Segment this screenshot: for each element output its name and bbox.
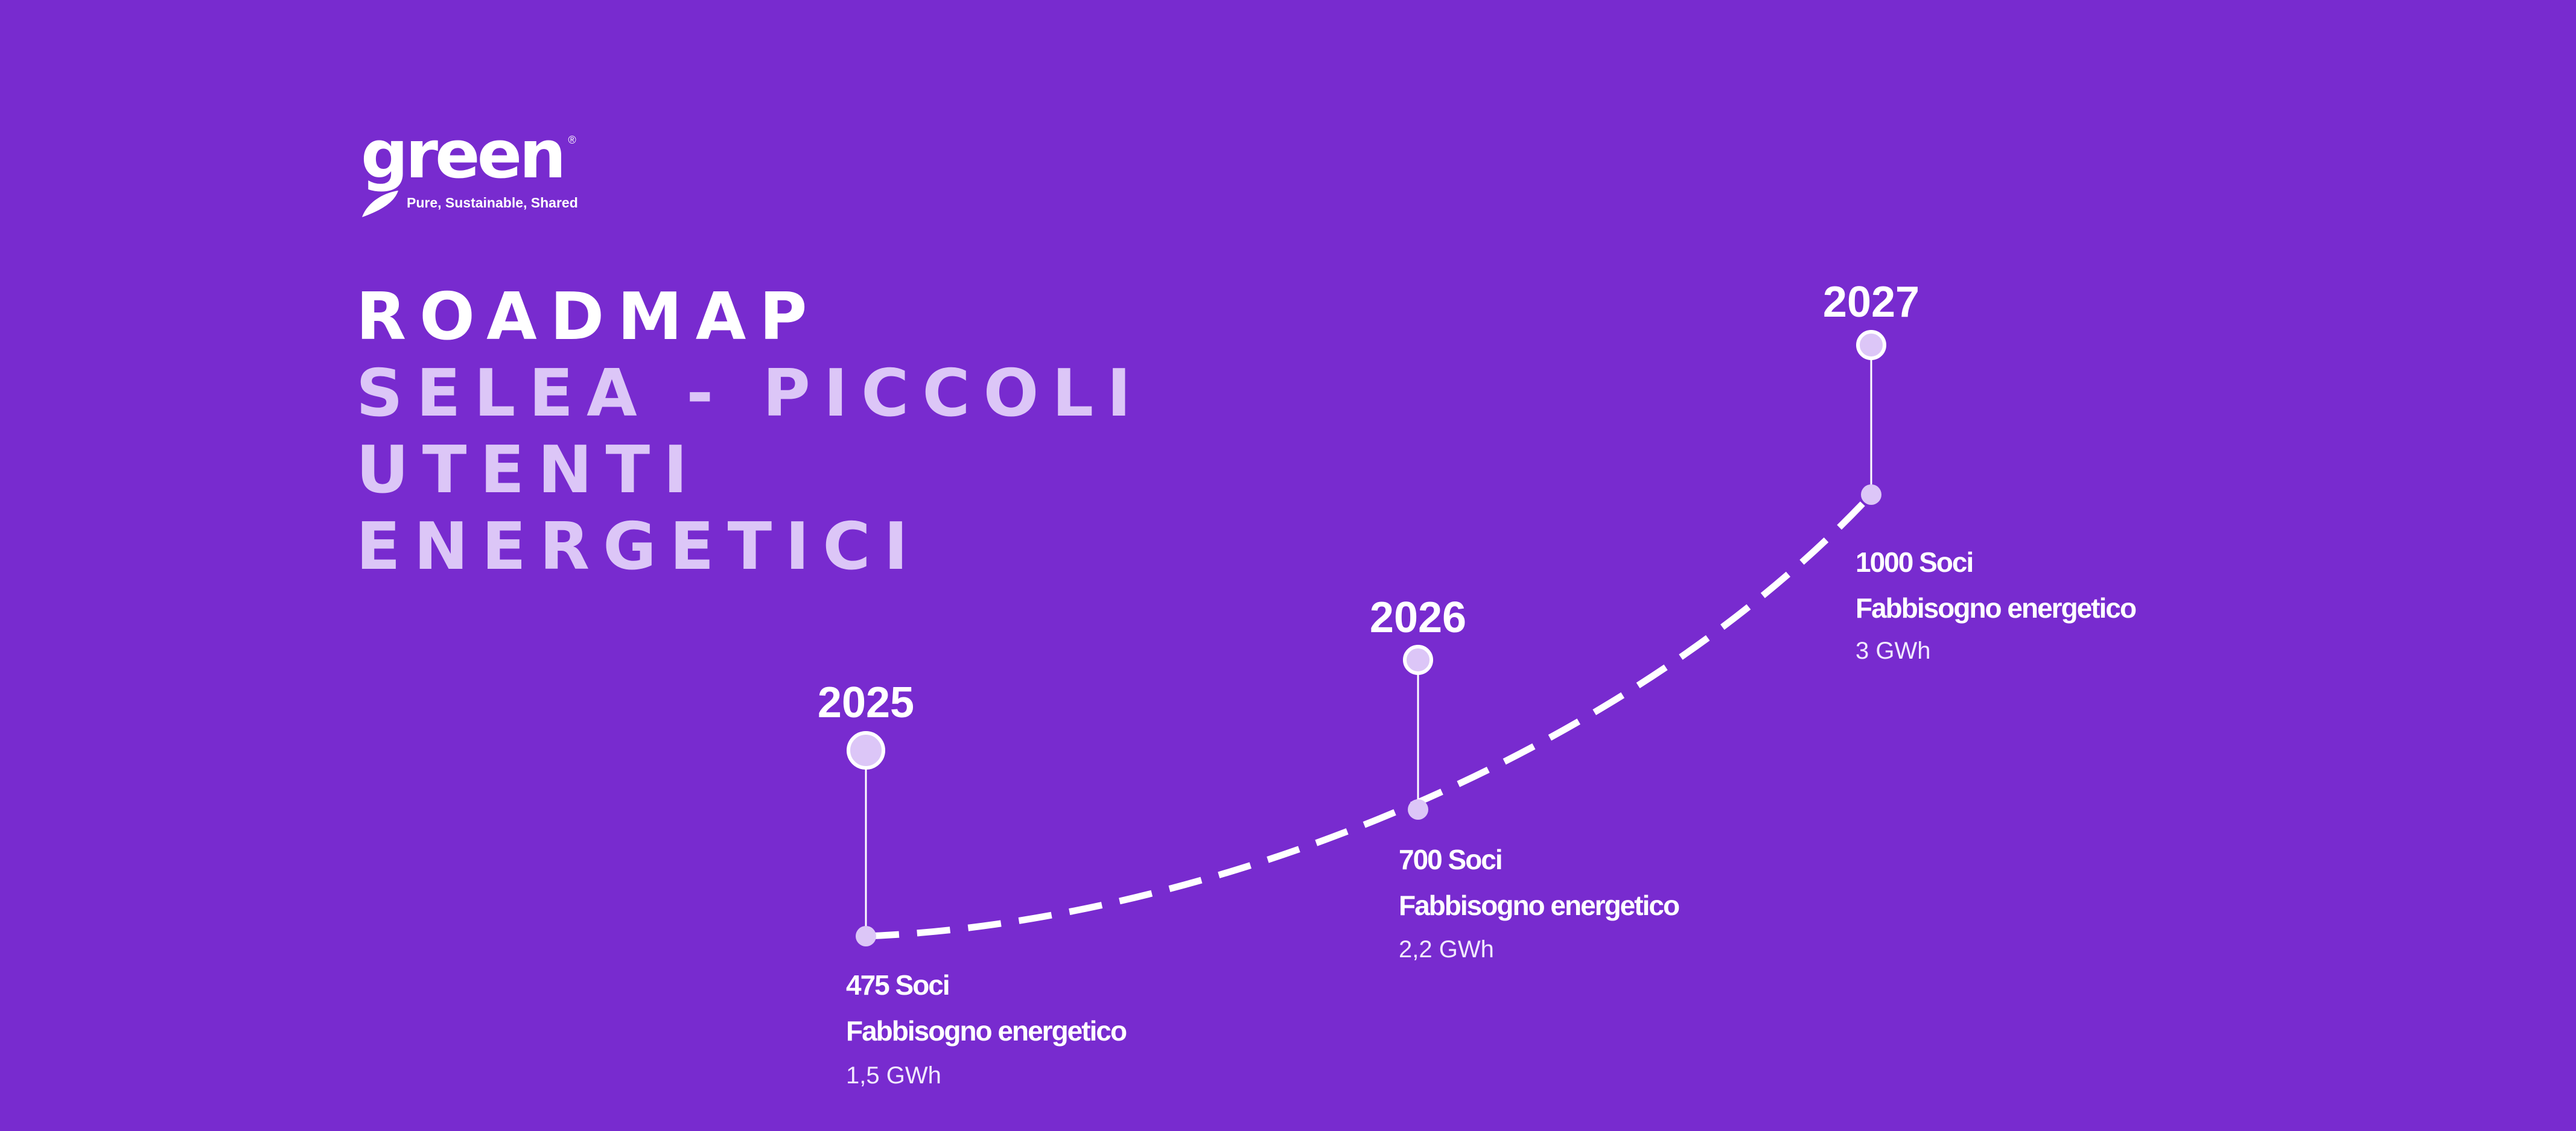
energy-value-2025: 1,5 GWh <box>846 1062 941 1089</box>
title-line-3: UTENTI <box>356 432 701 508</box>
energy-value-2027: 3 GWh <box>1856 638 1931 664</box>
members-2027: 1000 Soci <box>1856 546 1974 578</box>
milestone-2027-marker <box>1856 330 1886 505</box>
title-line-1: ROADMAP <box>356 279 821 355</box>
top-node <box>847 731 885 770</box>
logo-tagline: Pure, Sustainable, Shared <box>407 195 578 211</box>
curve-node <box>1408 799 1428 820</box>
logo-wordmark: green <box>361 116 567 193</box>
members-2026: 700 Soci <box>1399 844 1503 875</box>
curve-node <box>1861 484 1881 505</box>
title-line-2: SELEA - PICCOLI <box>356 356 1145 431</box>
green-logo: green ® Pure, Sustainable, Shared <box>361 121 638 217</box>
energy-label-2027: Fabbisogno energetico <box>1856 592 2137 624</box>
top-node <box>1403 645 1433 675</box>
logo-wordmark-row: green ® <box>361 121 576 188</box>
energy-value-2026: 2,2 GWh <box>1399 936 1494 963</box>
top-node <box>1856 330 1886 360</box>
page-title: ROADMAP SELEA - PICCOLI UTENTI ENERGETIC… <box>356 279 1144 585</box>
energy-label-2026: Fabbisogno energetico <box>1399 890 1680 921</box>
registered-mark: ® <box>568 134 576 146</box>
growth-curve <box>865 492 1874 940</box>
milestone-2026-marker <box>1403 645 1433 820</box>
title-line-4: ENERGETICI <box>356 509 921 585</box>
curve-node <box>856 926 876 946</box>
energy-label-2025: Fabbisogno energetico <box>846 1015 1127 1047</box>
year-2027: 2027 <box>1822 278 1920 326</box>
milestone-2025-marker <box>847 731 885 946</box>
year-2025: 2025 <box>817 679 915 727</box>
swoosh-icon <box>362 191 398 217</box>
members-2025: 475 Soci <box>846 969 950 1001</box>
year-2026: 2026 <box>1369 594 1467 642</box>
